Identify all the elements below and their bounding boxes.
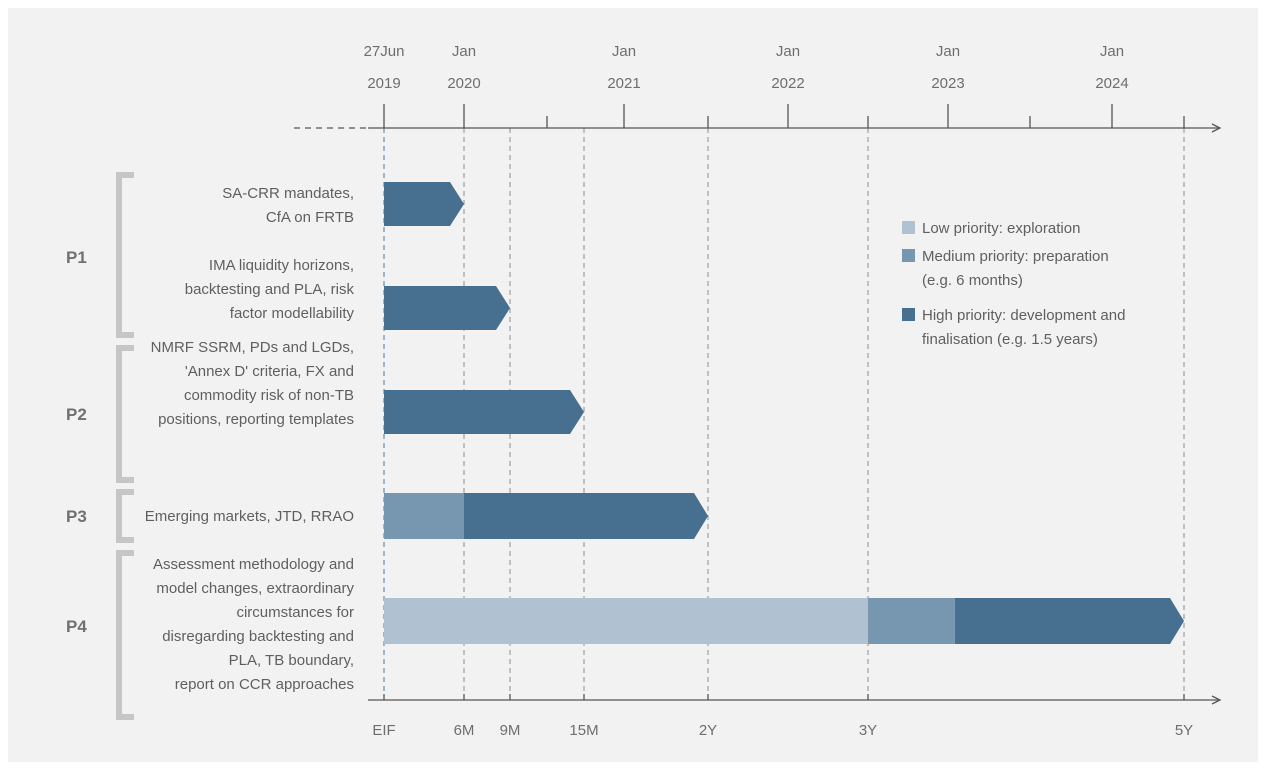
legend-label-line: Medium priority: preparation — [922, 248, 1109, 265]
milestone-label: 9M — [500, 722, 521, 739]
top-axis-date-line2: 2020 — [447, 75, 480, 92]
bottom-axis-arrow-icon — [1211, 695, 1222, 705]
task-label-line: NMRF SSRM, PDs and LGDs, — [151, 339, 354, 356]
group-label: P3 — [66, 507, 87, 526]
task-bar-medium-priority — [868, 598, 955, 644]
top-axis-date-line2: 2019 — [367, 75, 400, 92]
timeline-panel: P1 P2 P3 P4 27Jun 2019 Jan 2020 Jan 2021 Jan 2022 J… — [8, 8, 1258, 762]
task-label-line: SA-CRR mandates, — [222, 185, 354, 202]
milestone-label: 3Y — [859, 722, 877, 739]
legend-label-line: Low priority: exploration — [922, 220, 1080, 237]
top-axis-date-line2: 2023 — [931, 75, 964, 92]
top-axis-arrow-icon — [1211, 123, 1222, 133]
group-brackets: P1 P2 P3 P4 — [66, 172, 134, 720]
top-axis-date-line1: Jan — [776, 43, 800, 60]
group-label: P4 — [66, 617, 87, 636]
legend-swatch-high — [902, 308, 915, 321]
legend: Low priority: exploration Medium priority… — [902, 220, 1125, 348]
top-axis-date-line2: 2021 — [607, 75, 640, 92]
task-label-line: backtesting and PLA, risk — [185, 281, 355, 298]
task-label-line: report on CCR approaches — [175, 676, 354, 693]
legend-label-line: finalisation (e.g. 1.5 years) — [922, 331, 1098, 348]
task-label-line: disregarding backtesting and — [162, 628, 354, 645]
group-bracket — [116, 345, 134, 483]
milestone-label: 2Y — [699, 722, 717, 739]
group-bracket — [116, 489, 134, 543]
axes: 27Jun 2019 Jan 2020 Jan 2021 Jan 2022 Jan 2023 Jan… — [294, 43, 1222, 739]
top-axis-date-line2: 2024 — [1095, 75, 1128, 92]
task-label-line: IMA liquidity horizons, — [209, 257, 354, 274]
milestone-label: EIF — [372, 722, 395, 739]
group-label: P1 — [66, 248, 87, 267]
task-bar-medium-priority — [384, 493, 464, 539]
task-label-line: circumstances for — [236, 604, 354, 621]
priority-timeline-diagram: P1 P2 P3 P4 27Jun 2019 Jan 2020 Jan 2021 Jan 2022 J… — [66, 43, 1222, 739]
group-bracket — [116, 172, 134, 338]
task-label-line: factor modellability — [230, 305, 355, 322]
legend-swatch-low — [902, 221, 915, 234]
task-bar-high-priority — [954, 598, 1184, 644]
task-label-line: CfA on FRTB — [266, 209, 354, 226]
task-bar-high-priority — [384, 182, 464, 226]
task-label-line: positions, reporting templates — [158, 411, 354, 428]
milestone-label: 6M — [454, 722, 475, 739]
legend-swatch-medium — [902, 249, 915, 262]
top-axis-date-line1: 27Jun — [364, 43, 405, 60]
group-label: P2 — [66, 405, 87, 424]
top-axis-date-line1: Jan — [452, 43, 476, 60]
milestone-label: 15M — [569, 722, 598, 739]
group-bracket — [116, 550, 134, 720]
top-axis-date-line1: Jan — [1100, 43, 1124, 60]
top-axis-date-line1: Jan — [936, 43, 960, 60]
task-bar-high-priority — [464, 493, 708, 539]
task-labels: SA-CRR mandates, CfA on FRTB IMA liquidity… — [145, 185, 355, 693]
task-bar-high-priority — [384, 390, 584, 434]
task-bar-high-priority — [384, 286, 510, 330]
legend-label-line: High priority: development and — [922, 307, 1125, 324]
task-label-line: PLA, TB boundary, — [229, 652, 354, 669]
task-label-line: 'Annex D' criteria, FX and — [185, 363, 354, 380]
task-label-line: model changes, extraordinary — [156, 580, 354, 597]
legend-label-line: (e.g. 6 months) — [922, 272, 1023, 289]
task-bars — [384, 182, 1184, 644]
task-bar-low-priority — [384, 598, 868, 644]
top-axis-date-line1: Jan — [612, 43, 636, 60]
task-label-line: commodity risk of non-TB — [184, 387, 354, 404]
top-axis-date-line2: 2022 — [771, 75, 804, 92]
milestone-label: 5Y — [1175, 722, 1193, 739]
task-label-line: Emerging markets, JTD, RRAO — [145, 508, 354, 525]
task-label-line: Assessment methodology and — [153, 556, 354, 573]
